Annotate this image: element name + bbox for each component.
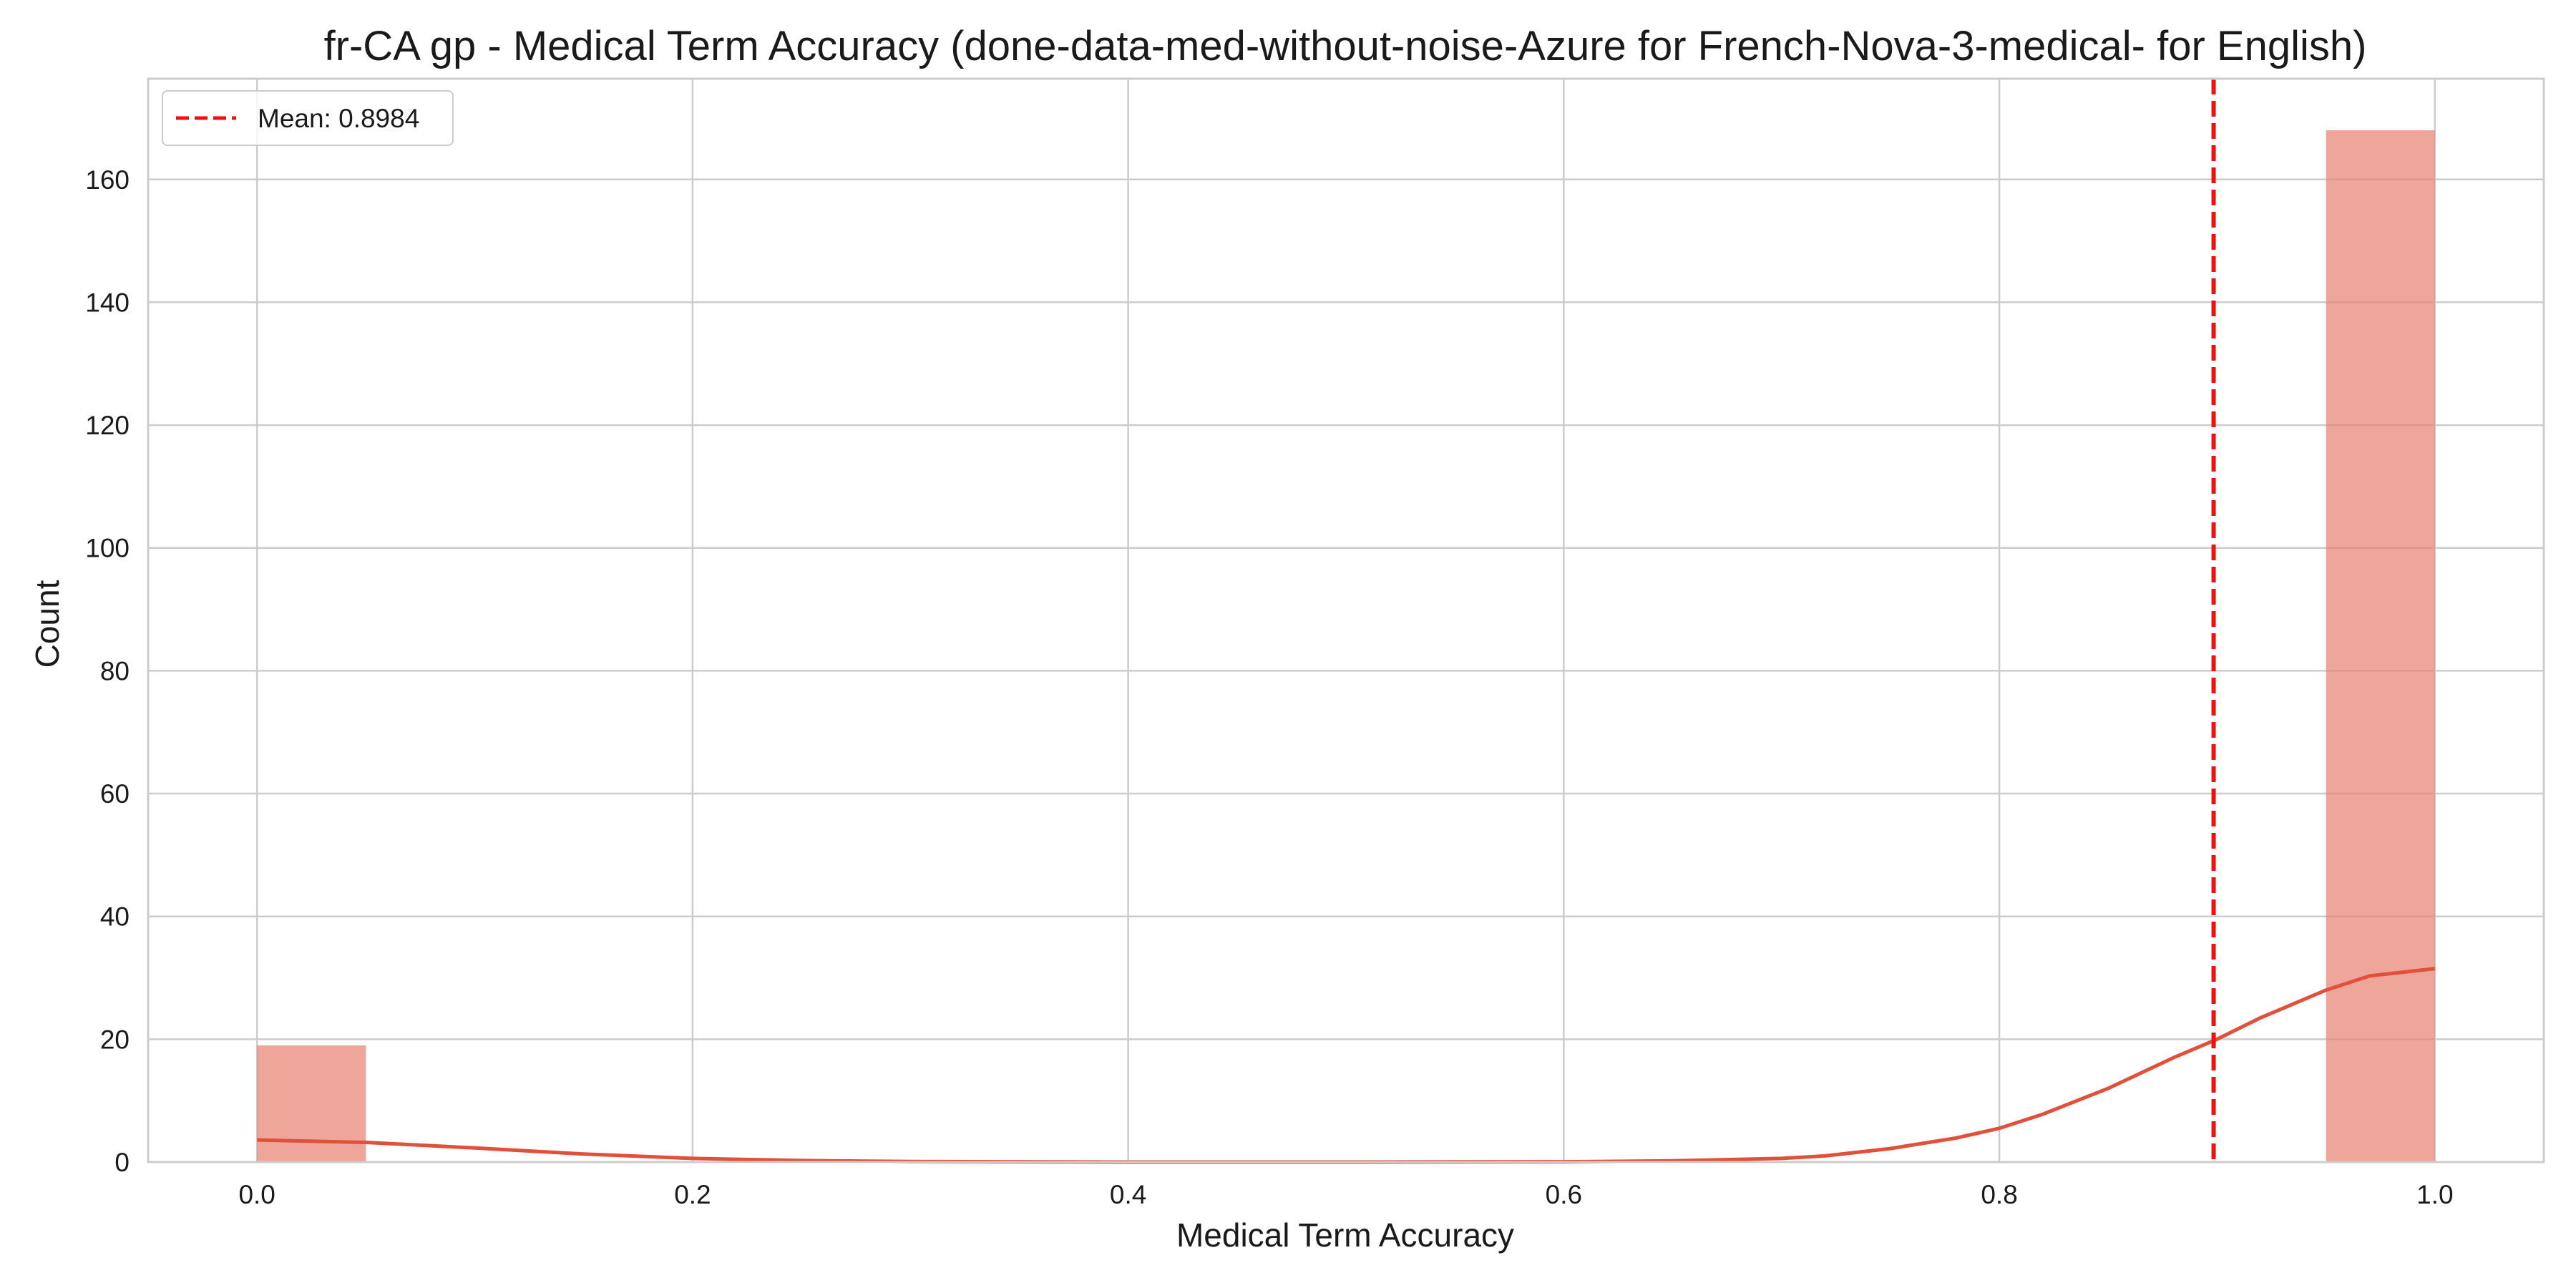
- grid-lines: [148, 79, 2544, 1163]
- x-tick-label: 0.2: [674, 1180, 711, 1209]
- histogram-bar: [2326, 130, 2435, 1163]
- y-tick-label: 0: [114, 1148, 130, 1177]
- y-tick-label: 80: [100, 656, 130, 686]
- x-tick-label: 0.6: [1546, 1180, 1582, 1209]
- y-tick-label: 120: [85, 411, 130, 440]
- y-tick-label: 160: [85, 165, 130, 195]
- x-axis-label: Medical Term Accuracy: [1176, 1216, 1514, 1254]
- legend-box: [162, 90, 454, 146]
- histogram-bars: [257, 130, 2435, 1163]
- plot-border: [147, 77, 2545, 1163]
- y-tick-label: 100: [85, 534, 130, 563]
- kde-curve: [257, 967, 2436, 1164]
- y-axis-label: Count: [29, 580, 66, 668]
- chart-title: fr-CA gp - Medical Term Accuracy (done-d…: [324, 23, 2367, 69]
- x-tick-label: 0.0: [238, 1180, 275, 1209]
- x-tick-label: 0.8: [1981, 1180, 2017, 1209]
- y-axis-ticks: 0 20 40 60 80 100 120 140 160: [85, 165, 130, 1177]
- y-tick-label: 40: [100, 902, 130, 932]
- x-axis-ticks: 0.0 0.2 0.4 0.6 0.8 1.0: [238, 1180, 2453, 1209]
- y-tick-label: 140: [85, 288, 130, 317]
- y-tick-label: 60: [100, 779, 130, 809]
- legend-mean-label: Mean: 0.8984: [258, 104, 419, 133]
- legend: Mean: 0.8984: [162, 90, 454, 146]
- x-tick-label: 1.0: [2416, 1180, 2453, 1209]
- y-tick-label: 20: [100, 1025, 130, 1054]
- histogram-bar: [257, 1045, 366, 1162]
- x-tick-label: 0.4: [1110, 1180, 1146, 1209]
